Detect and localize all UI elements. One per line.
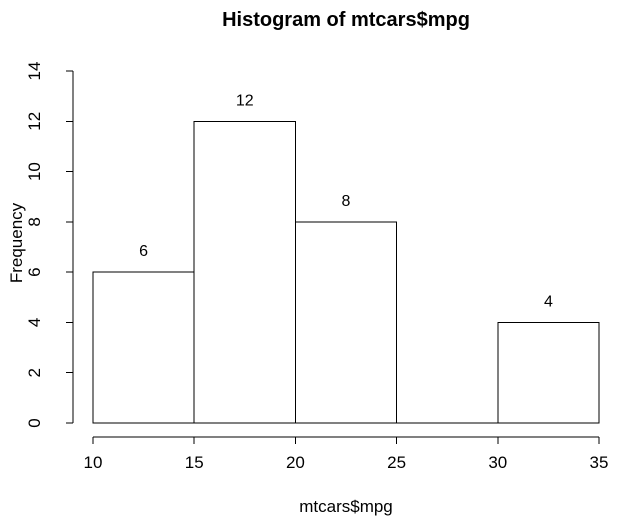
y-tick-label: 2	[25, 368, 44, 377]
bar-count-label: 4	[544, 293, 553, 310]
y-tick-label: 6	[25, 267, 44, 276]
y-tick-label: 14	[25, 62, 44, 81]
chart-title: Histogram of mtcars$mpg	[222, 9, 470, 31]
x-tick-label: 25	[387, 453, 406, 472]
x-tick-label: 15	[185, 453, 204, 472]
y-tick-label: 10	[25, 162, 44, 181]
histogram-bar	[92, 271, 195, 424]
x-axis-label: mtcars$mpg	[299, 497, 393, 516]
x-tick-label: 30	[488, 453, 507, 472]
bar-count-label: 12	[236, 92, 254, 109]
histogram-bar	[193, 120, 296, 424]
y-tick-label: 4	[25, 318, 44, 327]
bar-count-label: 6	[139, 243, 148, 260]
y-tick-label: 8	[25, 217, 44, 226]
x-tick-label: 35	[590, 453, 609, 472]
y-tick-label: 12	[25, 112, 44, 131]
x-tick-label: 10	[84, 453, 103, 472]
y-tick-label: 0	[25, 418, 44, 427]
histogram-bar	[294, 221, 398, 424]
histogram-bar	[497, 321, 600, 424]
bar-count-label: 8	[342, 193, 351, 210]
x-tick-label: 20	[286, 453, 305, 472]
